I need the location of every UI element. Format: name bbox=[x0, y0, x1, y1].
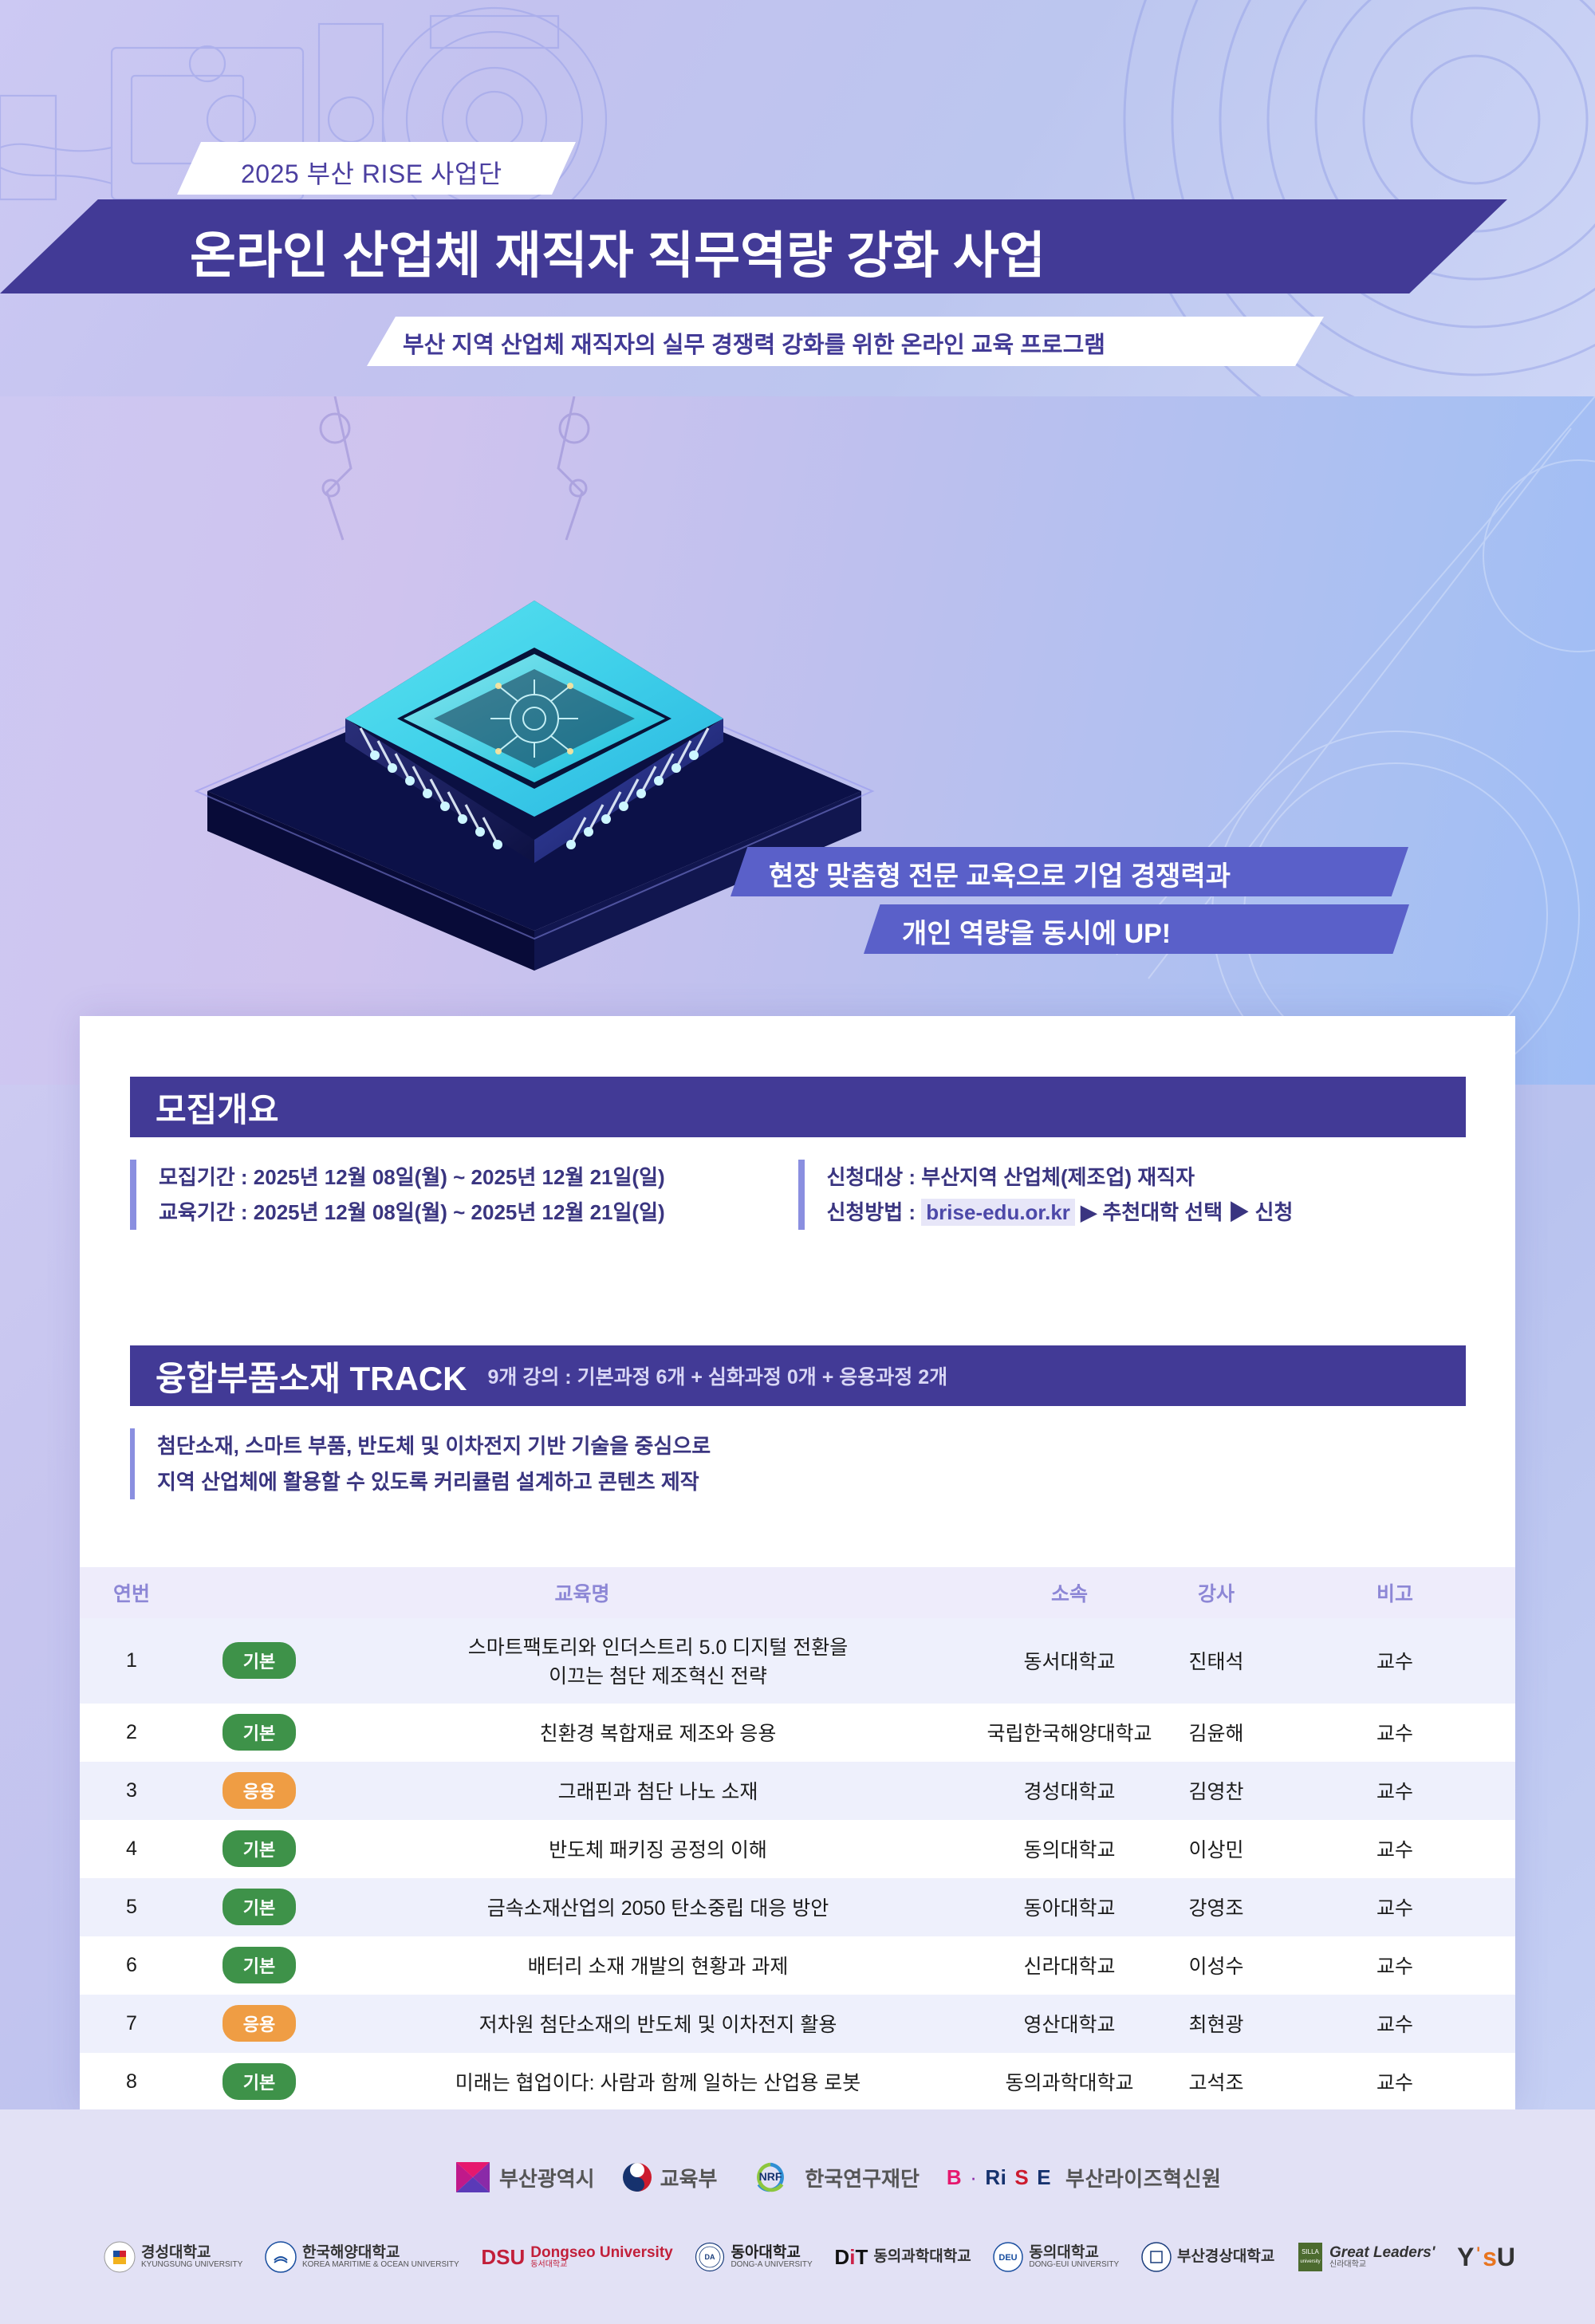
svg-text:DA: DA bbox=[705, 2253, 715, 2261]
svg-text:university: university bbox=[1300, 2259, 1320, 2264]
svg-text:DEU: DEU bbox=[999, 2253, 1018, 2263]
svg-text:NRF: NRF bbox=[759, 2170, 782, 2183]
svg-text:SILLA: SILLA bbox=[1302, 2248, 1319, 2255]
